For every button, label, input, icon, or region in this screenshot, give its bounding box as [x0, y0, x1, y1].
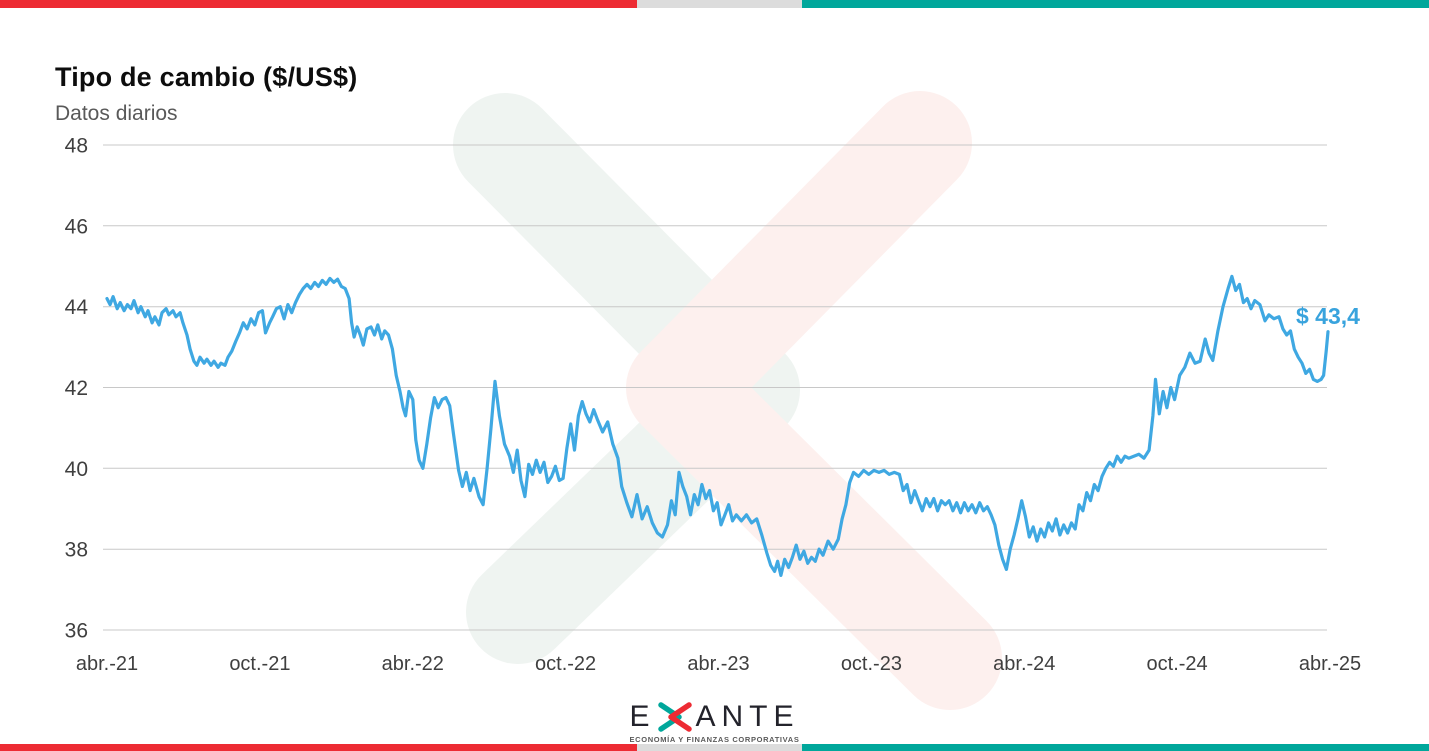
- exante-x-watermark: [453, 91, 1002, 710]
- x-tick-label: abr.-23: [687, 653, 749, 675]
- x-tick-label: oct.-22: [535, 653, 596, 675]
- brand-color-bar-bottom: [0, 744, 1429, 751]
- chart-subtitle: Datos diarios: [55, 102, 178, 125]
- y-tick-label: 40: [65, 458, 88, 481]
- x-tick-label: abr.-21: [76, 653, 138, 675]
- red-bar-segment: [0, 0, 638, 8]
- y-tick-label: 48: [65, 135, 88, 158]
- x-tick-label: abr.-24: [993, 653, 1055, 675]
- x-tick-label: oct.-21: [229, 653, 290, 675]
- x-axis-tick-labels: abr.-21 oct.-21 abr.-22 oct.-22 abr.-23 oct.-…: [76, 653, 1361, 675]
- brand-color-bar-top: [0, 0, 1429, 8]
- gridlines: [103, 144, 1327, 631]
- y-axis-tick-labels: 48 46 44 42 40 38 36: [65, 135, 89, 643]
- teal-bar-segment: [802, 744, 1429, 751]
- y-tick-label: 38: [65, 539, 88, 562]
- chart-title: Tipo de cambio ($/US$): [55, 62, 358, 92]
- exante-logo: E ANTE: [629, 701, 799, 733]
- logo-letters-ante: ANTE: [695, 700, 800, 733]
- logo-letter-e: E: [629, 700, 656, 733]
- gray-bar-segment: [637, 744, 803, 751]
- last-value-label: $ 43,4: [1296, 303, 1360, 329]
- exante-x-icon: [657, 702, 692, 732]
- gray-bar-segment: [637, 0, 803, 8]
- x-tick-label: oct.-24: [1147, 653, 1208, 675]
- x-tick-label: abr.-25: [1299, 653, 1361, 675]
- teal-bar-segment: [802, 0, 1429, 8]
- red-bar-segment: [0, 744, 638, 751]
- exchange-rate-series-line: [105, 274, 1330, 577]
- logo-tagline: ECONOMÍA Y FINANZAS CORPORATIVAS: [629, 735, 800, 744]
- y-tick-label: 44: [65, 296, 89, 319]
- y-tick-label: 42: [65, 377, 88, 400]
- y-tick-label: 36: [65, 620, 88, 643]
- x-tick-label: oct.-23: [841, 653, 902, 675]
- watermark-pink-stroke: [626, 91, 1002, 710]
- x-tick-label: abr.-22: [382, 653, 444, 675]
- exante-logo-block: E ANTE ECONOMÍA Y FINANZAS CORPORATIVAS: [0, 701, 1429, 745]
- y-tick-label: 46: [65, 215, 88, 238]
